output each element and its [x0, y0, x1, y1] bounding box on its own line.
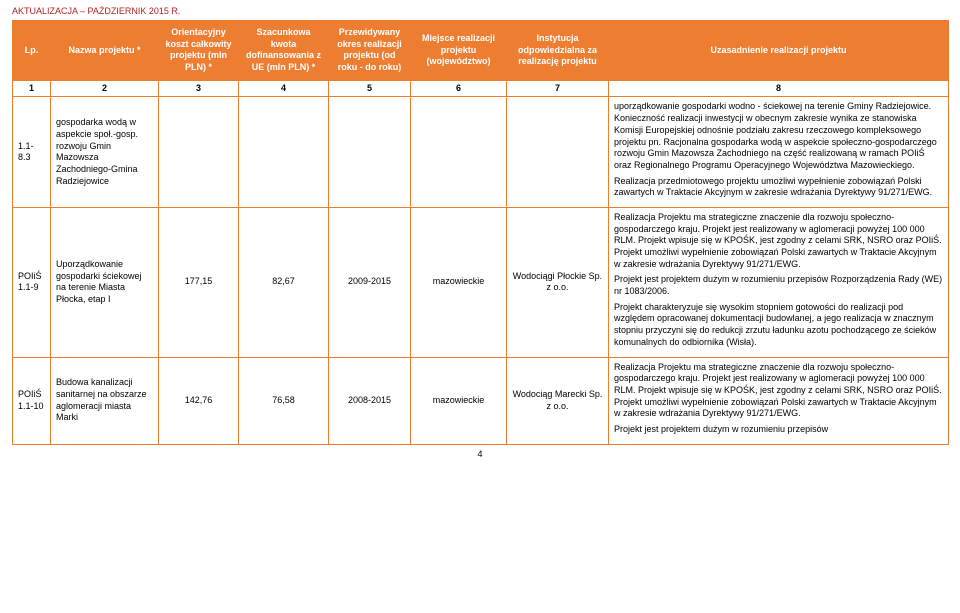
cell-period: 2008-2015	[329, 357, 411, 444]
cell-just: uporządkowanie gospodarki wodno - ścieko…	[609, 97, 949, 208]
col-just: Uzasadnienie realizacji projektu	[609, 21, 949, 81]
cell-fund: 82,67	[239, 207, 329, 357]
col-name: Nazwa projektu *	[51, 21, 159, 81]
col-cost: Orientacyjny koszt całkowity projektu (m…	[159, 21, 239, 81]
cell-place: mazowieckie	[411, 207, 507, 357]
page-number: 4	[0, 449, 960, 459]
numcell: 5	[329, 80, 411, 97]
just-paragraph: Projekt jest projektem dużym w rozumieni…	[614, 424, 943, 436]
cell-name: gospodarka wodą w aspekcie społ.-gosp. r…	[51, 97, 159, 208]
table-row: POIiŚ 1.1-10Budowa kanalizacji sanitarne…	[13, 357, 949, 444]
cell-cost: 177,15	[159, 207, 239, 357]
cell-lp: 1.1-8.3	[13, 97, 51, 208]
numcell: 2	[51, 80, 159, 97]
cell-just: Realizacja Projektu ma strategiczne znac…	[609, 357, 949, 444]
cell-name: Uporządkowanie gospodarki ściekowej na t…	[51, 207, 159, 357]
numcell: 7	[507, 80, 609, 97]
just-paragraph: uporządkowanie gospodarki wodno - ścieko…	[614, 101, 943, 171]
numcell: 3	[159, 80, 239, 97]
cell-just: Realizacja Projektu ma strategiczne znac…	[609, 207, 949, 357]
cell-place	[411, 97, 507, 208]
cell-period	[329, 97, 411, 208]
cell-inst: Wodociągi Płockie Sp. z o.o.	[507, 207, 609, 357]
just-paragraph: Projekt jest projektem dużym w rozumieni…	[614, 274, 943, 297]
just-paragraph: Projekt charakteryzuje się wysokim stopn…	[614, 302, 943, 349]
numcell: 6	[411, 80, 507, 97]
just-paragraph: Realizacja Projektu ma strategiczne znac…	[614, 362, 943, 420]
numcell: 8	[609, 80, 949, 97]
cell-period: 2009-2015	[329, 207, 411, 357]
cell-fund: 76,58	[239, 357, 329, 444]
just-paragraph: Realizacja przedmiotowego projektu umożl…	[614, 176, 943, 199]
cell-place: mazowieckie	[411, 357, 507, 444]
table-number-row: 1 2 3 4 5 6 7 8	[13, 80, 949, 97]
just-paragraph: Realizacja Projektu ma strategiczne znac…	[614, 212, 943, 270]
cell-lp: POIiŚ 1.1-9	[13, 207, 51, 357]
cell-cost: 142,76	[159, 357, 239, 444]
projects-table: Lp. Nazwa projektu * Orientacyjny koszt …	[12, 20, 949, 445]
col-inst: Instytucja odpowiedzialna za realizację …	[507, 21, 609, 81]
cell-fund	[239, 97, 329, 208]
cell-inst	[507, 97, 609, 208]
update-note: AKTUALIZACJA – PAŹDZIERNIK 2015 R.	[0, 0, 960, 18]
cell-inst: Wodociąg Marecki Sp. z o.o.	[507, 357, 609, 444]
col-lp: Lp.	[13, 21, 51, 81]
cell-name: Budowa kanalizacji sanitarnej na obszarz…	[51, 357, 159, 444]
numcell: 1	[13, 80, 51, 97]
cell-cost	[159, 97, 239, 208]
col-fund: Szacunkowa kwota dofinansowania z UE (ml…	[239, 21, 329, 81]
numcell: 4	[239, 80, 329, 97]
table-row: POIiŚ 1.1-9Uporządkowanie gospodarki ści…	[13, 207, 949, 357]
col-period: Przewidywany okres realizacji projektu (…	[329, 21, 411, 81]
cell-lp: POIiŚ 1.1-10	[13, 357, 51, 444]
table-header-row: Lp. Nazwa projektu * Orientacyjny koszt …	[13, 21, 949, 81]
col-place: Miejsce realizacji projektu (województwo…	[411, 21, 507, 81]
table-row: 1.1-8.3gospodarka wodą w aspekcie społ.-…	[13, 97, 949, 208]
